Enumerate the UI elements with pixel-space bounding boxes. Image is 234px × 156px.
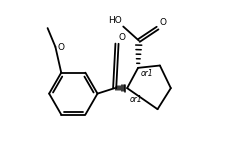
Text: O: O [119, 33, 126, 42]
Text: or1: or1 [141, 69, 154, 78]
Text: O: O [57, 43, 64, 52]
Text: O: O [159, 18, 166, 27]
Text: HO: HO [108, 16, 122, 25]
Text: or1: or1 [130, 95, 143, 104]
